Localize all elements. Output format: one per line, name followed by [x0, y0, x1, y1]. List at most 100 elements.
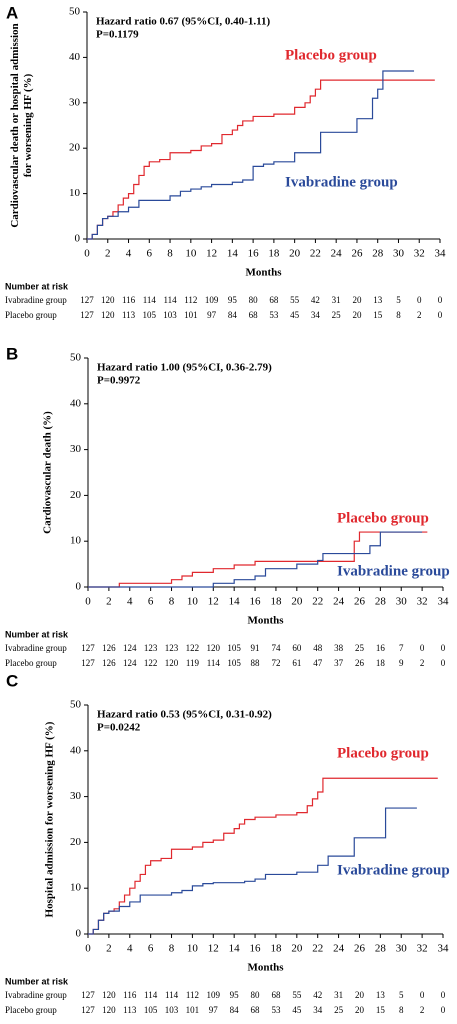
risk-count: 60 [292, 643, 302, 653]
risk-count: 9 [399, 658, 404, 668]
y-tick-label: 30 [70, 443, 82, 455]
x-tick-label: 22 [312, 943, 323, 955]
risk-count: 68 [251, 1005, 261, 1015]
risk-count: 26 [355, 658, 365, 668]
x-tick-label: 2 [106, 943, 112, 955]
risk-count: 127 [81, 658, 95, 668]
risk-count: 123 [144, 643, 158, 653]
x-tick-label: 10 [187, 943, 199, 955]
risk-count: 116 [123, 990, 137, 1000]
km-curve [88, 531, 428, 588]
risk-count: 95 [230, 990, 240, 1000]
risk-count: 103 [163, 310, 177, 320]
risk-count: 34 [311, 310, 321, 320]
x-tick-label: 28 [375, 596, 387, 608]
risk-count: 97 [207, 310, 217, 320]
risk-count: 120 [207, 643, 221, 653]
risk-count: 80 [249, 295, 259, 305]
y-tick-label: 50 [69, 6, 81, 18]
annotation: P=0.1179 [96, 29, 139, 41]
x-tick-label: 34 [435, 248, 447, 260]
risk-count: 20 [355, 990, 365, 1000]
km-curve [88, 807, 417, 935]
risk-count: 112 [184, 295, 197, 305]
risk-count: 113 [123, 1005, 137, 1015]
risk-count: 127 [80, 295, 94, 305]
x-tick-label: 10 [185, 248, 197, 260]
risk-count: 13 [373, 295, 383, 305]
km-curve [88, 777, 438, 935]
x-tick-label: 4 [127, 596, 133, 608]
risk-count: 53 [269, 310, 279, 320]
risk-count: 47 [313, 658, 323, 668]
risk-count: 114 [144, 990, 158, 1000]
risk-count: 55 [292, 990, 302, 1000]
risk-count: 114 [207, 658, 221, 668]
risk-count: 31 [332, 295, 341, 305]
risk-count: 120 [165, 658, 179, 668]
y-axis-label: Cardiovascular death (%) [42, 411, 54, 534]
x-tick-label: 26 [354, 943, 366, 955]
risk-count: 114 [143, 295, 157, 305]
risk-count: 84 [230, 1005, 240, 1015]
x-tick-label: 30 [393, 248, 405, 260]
risk-count: 91 [251, 643, 260, 653]
x-axis-label: Months [245, 267, 282, 279]
series-label: Placebo group [337, 745, 429, 761]
risk-count: 101 [186, 1005, 200, 1015]
risk-count: 15 [376, 1005, 386, 1015]
risk-count: 116 [122, 295, 136, 305]
risk-count: 0 [441, 1005, 446, 1015]
x-tick-label: 20 [291, 596, 303, 608]
x-tick-label: 24 [331, 248, 343, 260]
risk-count: 120 [102, 990, 116, 1000]
risk-count: 0 [438, 295, 443, 305]
risk-count: 126 [102, 658, 116, 668]
y-tick-label: 40 [70, 397, 82, 409]
risk-count: 25 [355, 643, 365, 653]
y-tick-label: 0 [76, 581, 82, 593]
y-tick-label: 50 [70, 352, 82, 364]
risk-count: 0 [441, 658, 446, 668]
risk-count: 122 [144, 658, 158, 668]
risk-count: 123 [165, 643, 179, 653]
y-tick-label: 40 [69, 51, 81, 63]
x-tick-label: 8 [169, 596, 175, 608]
y-tick-label: 20 [69, 142, 81, 154]
risk-count: 105 [143, 310, 157, 320]
x-tick-label: 18 [270, 596, 282, 608]
risk-count: 37 [334, 658, 344, 668]
risk-count: 80 [251, 990, 261, 1000]
risk-count: 126 [102, 643, 116, 653]
risk-table-title: Number at risk [5, 629, 69, 639]
y-tick-label: 30 [70, 790, 82, 802]
x-tick-label: 14 [227, 248, 239, 260]
y-tick-label: 20 [70, 836, 82, 848]
y-tick-label: 10 [70, 882, 82, 894]
annotation: P=0.9972 [97, 375, 141, 387]
risk-count: 20 [355, 1005, 365, 1015]
x-tick-label: 24 [333, 596, 345, 608]
x-tick-label: 2 [105, 248, 111, 260]
risk-count: 45 [292, 1005, 302, 1015]
risk-count: 124 [123, 658, 137, 668]
risk-count: 114 [163, 295, 177, 305]
x-tick-label: 28 [372, 248, 384, 260]
risk-table-title: Number at risk [5, 281, 69, 291]
risk-count: 84 [228, 310, 238, 320]
risk-count: 15 [373, 310, 383, 320]
x-tick-label: 32 [417, 943, 428, 955]
y-axis-label: for worsening HF (%) [22, 73, 34, 177]
risk-count: 53 [271, 1005, 281, 1015]
x-tick-label: 2 [106, 596, 112, 608]
risk-count: 105 [144, 1005, 158, 1015]
risk-count: 0 [441, 990, 446, 1000]
panel-letter: B [6, 344, 18, 363]
km-curve [88, 531, 423, 588]
risk-count: 8 [396, 310, 401, 320]
km-curve [87, 70, 415, 240]
risk-count: 2 [420, 1005, 425, 1015]
series-label: Ivabradine group [337, 563, 450, 579]
risk-count: 2 [420, 658, 425, 668]
risk-count: 45 [290, 310, 300, 320]
